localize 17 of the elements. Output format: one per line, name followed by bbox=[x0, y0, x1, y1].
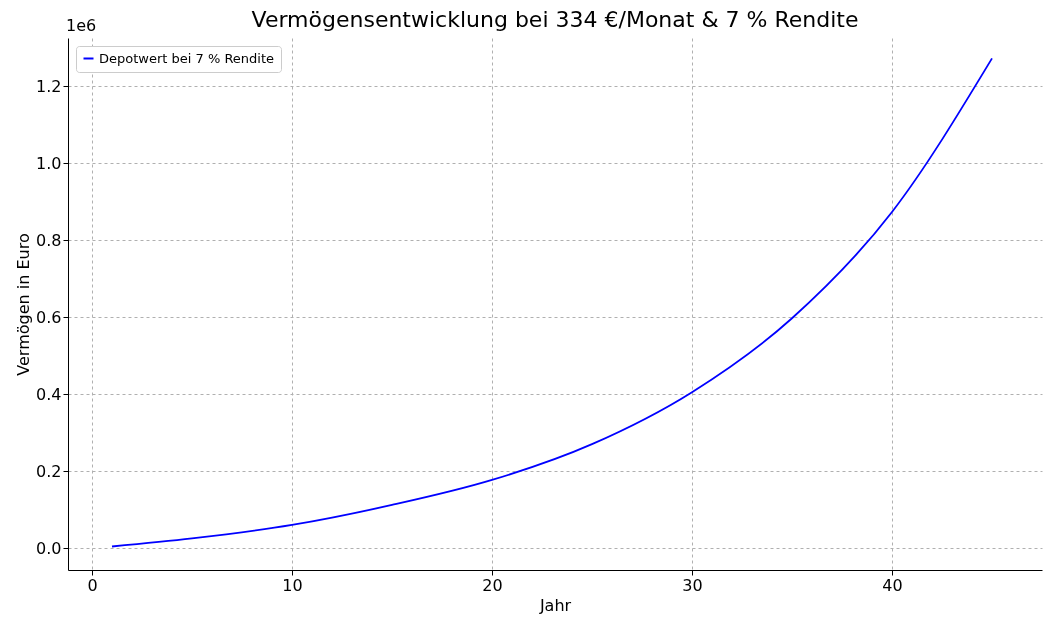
y-tick-label: 1.2 bbox=[36, 76, 62, 96]
x-tick-label: 30 bbox=[682, 575, 703, 595]
y-tick-label: 0.0 bbox=[36, 538, 62, 558]
y-axis-title: Vermögen in Euro bbox=[14, 233, 34, 376]
x-tick-label: 20 bbox=[482, 575, 503, 595]
y-tick-label: 1.0 bbox=[36, 153, 62, 173]
x-tick-label: 0 bbox=[87, 575, 98, 595]
text: 1e6 bbox=[66, 16, 97, 35]
x-tick-label: 40 bbox=[882, 575, 903, 595]
y-tick-label: 0.4 bbox=[36, 384, 62, 404]
y-tick-label: 0.2 bbox=[36, 461, 62, 481]
legend-label: Depotwert bei 7 % Rendite bbox=[99, 50, 275, 66]
chart-title: Vermögensentwicklung bei 334 €/Monat & 7 % Rendite bbox=[251, 7, 859, 32]
x-tick-label: 10 bbox=[282, 575, 303, 595]
x-axis-title: Jahr bbox=[538, 595, 572, 615]
y-tick-label: 0.8 bbox=[36, 230, 62, 250]
y-tick-label: 0.6 bbox=[36, 307, 62, 327]
